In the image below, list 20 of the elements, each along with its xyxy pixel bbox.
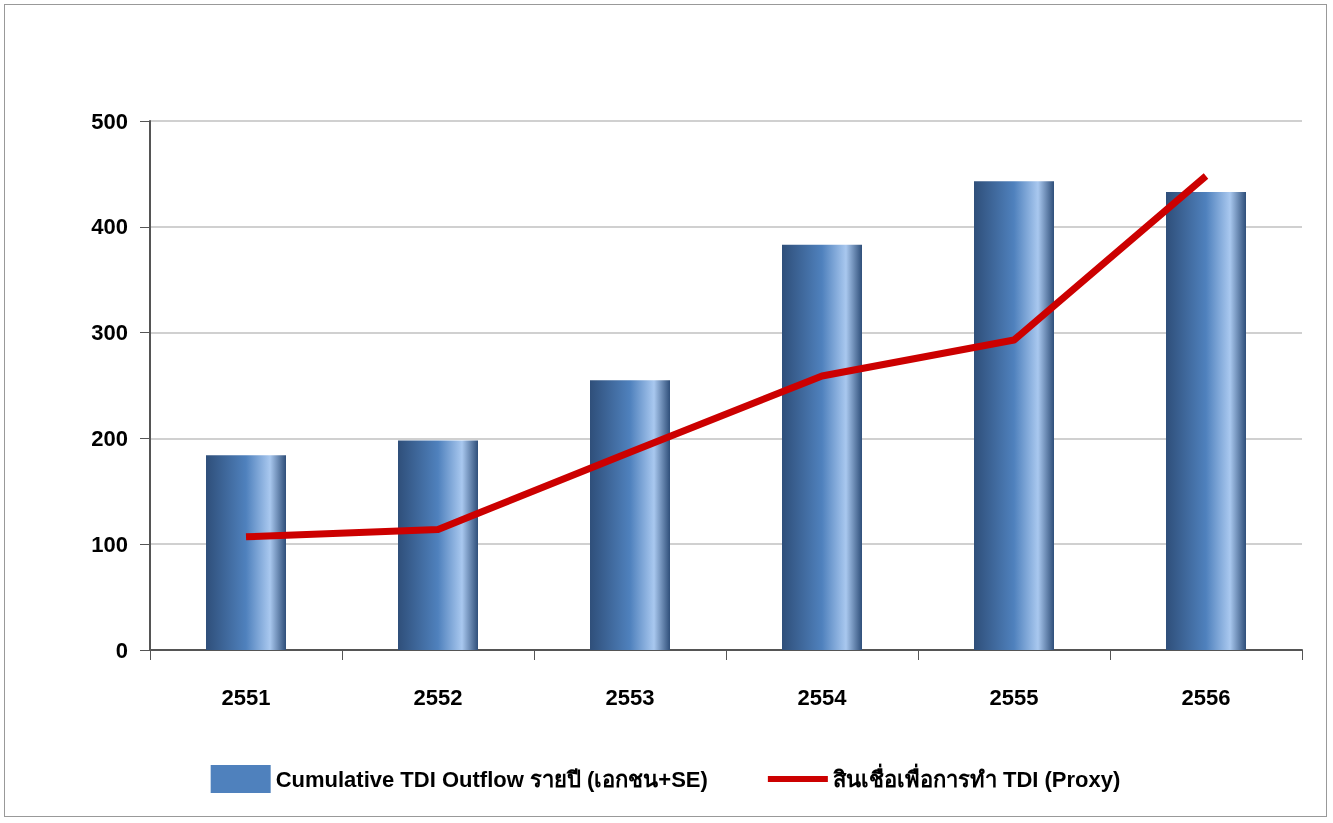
y-tick-label: 0 [115,637,128,663]
x-tick-label: 2553 [605,684,655,710]
legend-label: สินเชื่อเพื่อการทำ TDI (Proxy) [832,762,1121,792]
x-tick-label: 2556 [1181,684,1231,710]
bar [782,244,862,650]
x-tick-label: 2551 [221,684,271,710]
bar [206,455,286,650]
y-tick-label: 100 [91,531,128,557]
x-tick-label: 2554 [797,684,848,710]
x-tick-label: 2552 [413,684,463,710]
x-tick-label: 2555 [989,684,1039,710]
legend-label: Cumulative TDI Outflow รายปี (เอกชน+SE) [275,766,708,792]
y-tick-label: 400 [91,214,128,240]
bar [590,380,670,650]
y-tick-label: 200 [91,425,128,451]
bar [398,440,478,650]
bar [974,181,1054,650]
y-tick-label: 300 [91,320,128,346]
y-tick-label: 500 [91,108,128,134]
bar [1166,191,1246,650]
